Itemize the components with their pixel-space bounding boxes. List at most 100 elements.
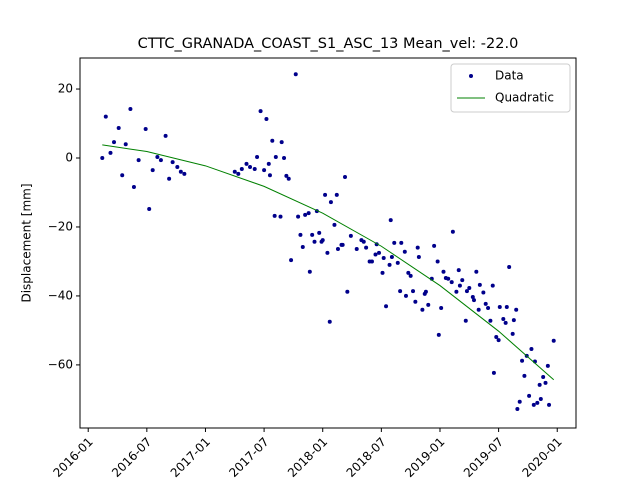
x-tick-label: 2018-01	[285, 435, 330, 480]
legend-label: Data	[495, 69, 524, 83]
data-point	[232, 169, 237, 174]
data-point	[470, 294, 475, 299]
y-axis-label: Displacement [mm]	[20, 183, 34, 302]
data-point	[501, 317, 506, 322]
data-point	[483, 301, 488, 306]
data-point	[303, 212, 308, 217]
data-point	[535, 400, 540, 405]
data-point	[131, 184, 136, 189]
data-point	[369, 259, 374, 264]
data-point	[432, 243, 437, 248]
x-tick-label: 2016-07	[109, 435, 154, 480]
data-point	[323, 192, 328, 197]
data-point	[377, 250, 382, 255]
data-point	[163, 133, 168, 138]
data-point	[503, 320, 508, 325]
data-point	[136, 158, 141, 163]
data-point	[481, 290, 486, 295]
data-point	[541, 374, 546, 379]
data-point	[435, 259, 440, 264]
x-tick-label: 2019-07	[461, 435, 506, 480]
data-point	[182, 171, 187, 176]
data-point	[471, 298, 476, 303]
data-point	[408, 273, 413, 278]
data-point	[454, 289, 459, 294]
data-point	[496, 338, 501, 343]
data-point	[293, 72, 298, 77]
data-point	[273, 154, 278, 159]
data-point	[486, 306, 491, 310]
data-point	[491, 370, 496, 375]
chart-title: CTTC_GRANADA_COAST_S1_ASC_13 Mean_vel: -…	[138, 36, 519, 52]
data-point	[289, 258, 294, 263]
data-point	[236, 171, 241, 176]
data-point	[380, 270, 385, 275]
data-point	[334, 192, 339, 197]
y-tick-label: −40	[48, 288, 73, 302]
data-point	[392, 240, 397, 245]
data-point	[147, 207, 152, 212]
data-point	[522, 373, 527, 378]
data-point	[312, 239, 317, 244]
data-point	[398, 289, 403, 294]
data-point	[345, 289, 350, 294]
x-tick-label: 2017-01	[168, 435, 213, 480]
data-point	[262, 168, 267, 173]
x-tick-label: 2018-07	[344, 435, 389, 480]
data-point	[248, 164, 253, 169]
data-point	[373, 252, 378, 257]
data-point	[332, 222, 337, 227]
data-point	[511, 318, 516, 323]
data-point	[527, 393, 532, 398]
data-point	[103, 114, 108, 119]
data-point	[116, 126, 121, 130]
data-point	[441, 269, 446, 274]
data-point	[112, 140, 117, 145]
legend-label: Quadratic	[495, 91, 554, 105]
data-point	[494, 334, 499, 339]
x-tick-label: 2019-01	[402, 435, 447, 480]
legend-box	[450, 63, 571, 113]
data-point	[413, 299, 418, 304]
data-point	[167, 176, 172, 181]
data-point	[158, 158, 163, 163]
data-point	[143, 127, 148, 132]
data-point	[354, 247, 359, 252]
data-point	[100, 156, 105, 160]
data-point	[278, 214, 283, 219]
data-point	[307, 269, 312, 274]
data-point	[545, 363, 550, 368]
data-point	[286, 176, 291, 181]
data-point	[476, 307, 481, 312]
data-point	[420, 307, 425, 312]
data-point	[320, 238, 325, 243]
data-point	[399, 240, 404, 245]
data-point	[406, 270, 411, 275]
data-point	[128, 107, 133, 112]
data-point	[411, 289, 416, 294]
data-point	[384, 304, 389, 309]
data-point	[389, 254, 394, 259]
data-point	[327, 319, 332, 324]
data-point	[298, 232, 303, 237]
data-point	[477, 282, 482, 287]
data-point	[272, 213, 277, 218]
data-point	[364, 245, 369, 250]
data-point	[460, 278, 465, 283]
data-point	[449, 280, 454, 285]
data-point	[239, 167, 244, 172]
data-point	[436, 332, 441, 337]
y-tick-label: 0	[65, 151, 73, 165]
data-point	[504, 304, 509, 309]
data-point	[514, 307, 519, 312]
x-tick-label: 2016-01	[50, 435, 95, 480]
data-point	[537, 382, 542, 387]
data-point	[381, 256, 386, 260]
data-point	[531, 402, 536, 407]
data-point	[529, 347, 534, 352]
data-point	[403, 293, 408, 298]
data-point	[267, 173, 272, 178]
data-point	[457, 283, 462, 288]
data-point	[507, 264, 512, 269]
